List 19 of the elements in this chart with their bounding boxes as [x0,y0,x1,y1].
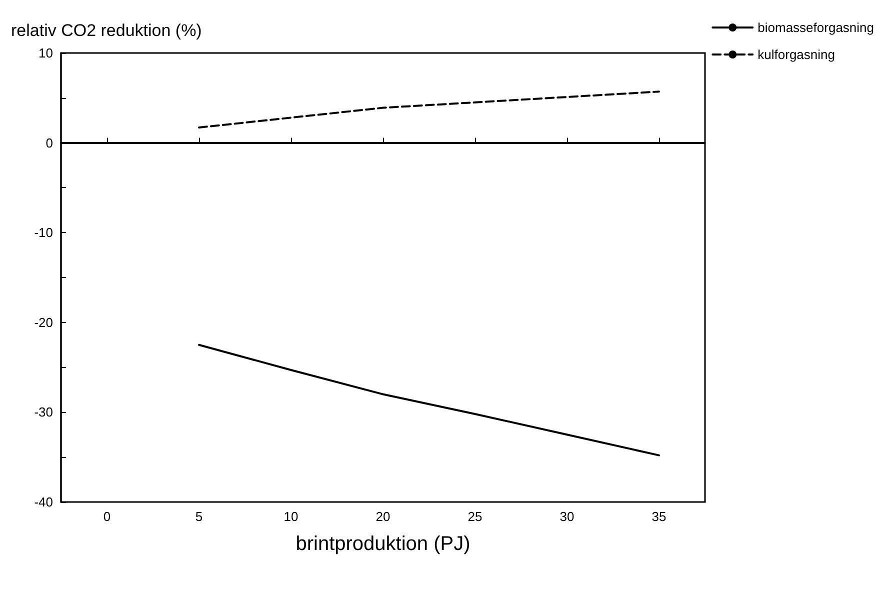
legend-label: biomasseforgasning [758,20,874,35]
x-tick-label: 25 [468,509,482,524]
y-tick-label: -20 [34,314,53,330]
y-tick-label: 0 [46,135,53,150]
y-tick-label: -30 [34,404,53,420]
legend-label: kulforgasning [758,47,835,62]
y-tick-label: -40 [34,494,53,510]
x-axis-title: brintproduktion (PJ) [296,533,470,555]
line-series [198,344,660,456]
x-tick-label: 30 [560,509,574,524]
y-tick-label: -10 [34,225,53,240]
y-axis-title: relativ CO2 reduktion (%) [11,21,202,40]
line-series [198,90,660,129]
x-tick-label: 5 [195,509,203,524]
x-tick-label: 35 [652,509,666,524]
x-tick-label: 0 [103,509,111,524]
y-tick-label: 10 [38,46,53,60]
x-tick-label: 10 [284,509,298,524]
x-tick-label: 20 [376,509,390,524]
